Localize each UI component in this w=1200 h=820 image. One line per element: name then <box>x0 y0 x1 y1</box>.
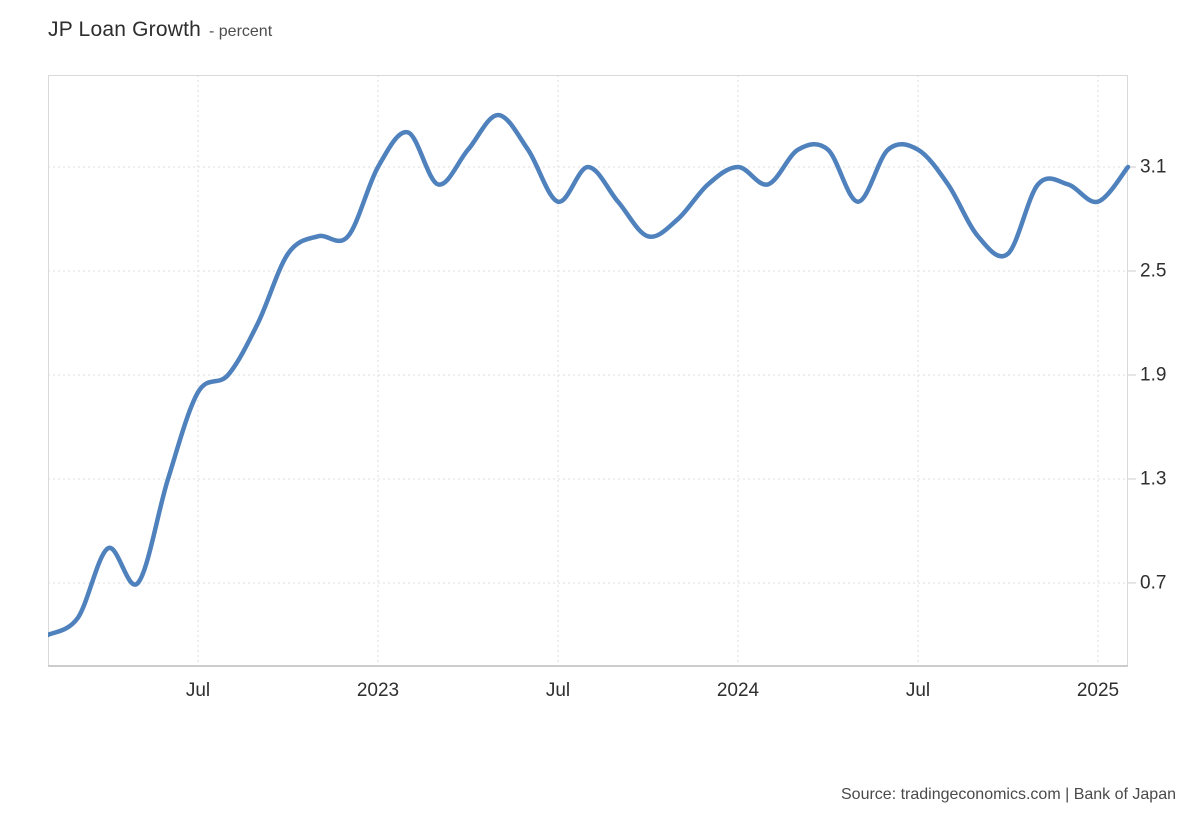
chart-plot-area[interactable] <box>48 75 1140 675</box>
x-axis-tick-label: Jul <box>185 680 211 701</box>
source-text: Source: tradingeconomics.com | Bank of J… <box>841 786 1176 803</box>
y-axis-tick-label: 0.7 <box>1140 572 1167 594</box>
x-axis-tick-label: 2024 <box>716 680 760 701</box>
series-line[interactable] <box>48 112 1131 638</box>
y-axis-tick-label: 1.9 <box>1140 364 1167 386</box>
x-axis-tick-label: 2025 <box>1076 680 1120 701</box>
y-axis-tick-label: 3.1 <box>1140 156 1167 178</box>
y-axis-tick-label: 2.5 <box>1140 260 1167 282</box>
chart-svg[interactable] <box>48 75 1140 675</box>
x-axis-tick-label: Jul <box>905 680 931 701</box>
plot-border <box>48 75 1128 667</box>
y-axis-tick-label: 1.3 <box>1140 468 1167 490</box>
chart-title: JP Loan Growth <box>48 18 201 41</box>
x-axis-tick-label: 2023 <box>356 680 400 701</box>
chart-header: JP Loan Growth - percent <box>48 18 272 42</box>
chart-subtitle: - percent <box>209 23 273 40</box>
x-axis-tick-label: Jul <box>545 680 571 701</box>
